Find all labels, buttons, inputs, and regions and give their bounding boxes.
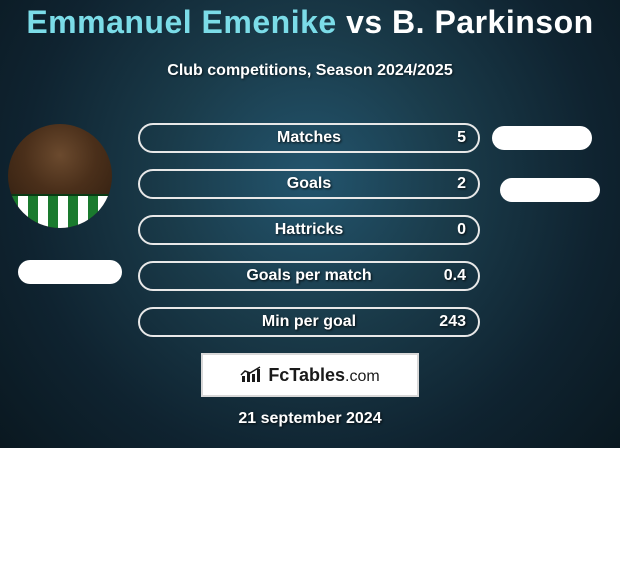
stat-value: 5 xyxy=(457,129,466,147)
logo-text: FcTables.com xyxy=(268,365,379,386)
stat-row: Matches 5 xyxy=(138,123,480,153)
player1-avatar xyxy=(8,124,112,228)
stat-label: Goals xyxy=(287,175,331,193)
player2-pill-1 xyxy=(492,126,592,150)
player1-name-pill xyxy=(18,260,122,284)
stat-value: 243 xyxy=(439,313,466,331)
comparison-card: Emmanuel Emenike vs B. Parkinson Club co… xyxy=(0,0,620,580)
stat-row: Min per goal 243 xyxy=(138,307,480,337)
player2-name: B. Parkinson xyxy=(392,4,594,40)
site-logo: FcTables.com xyxy=(201,353,419,397)
stat-value: 0 xyxy=(457,221,466,239)
chart-icon xyxy=(240,366,262,384)
stat-label: Goals per match xyxy=(246,267,371,285)
stat-label: Hattricks xyxy=(275,221,343,239)
player1-name: Emmanuel Emenike xyxy=(26,4,336,40)
logo-suffix: .com xyxy=(345,368,380,385)
stat-value: 2 xyxy=(457,175,466,193)
date-text: 21 september 2024 xyxy=(0,410,620,428)
background-white xyxy=(0,448,620,580)
vs-text: vs xyxy=(346,4,383,40)
stat-row: Goals 2 xyxy=(138,169,480,199)
stat-label: Min per goal xyxy=(262,313,356,331)
player2-pill-2 xyxy=(500,178,600,202)
stat-row: Goals per match 0.4 xyxy=(138,261,480,291)
stat-row: Hattricks 0 xyxy=(138,215,480,245)
stat-value: 0.4 xyxy=(444,267,466,285)
stat-label: Matches xyxy=(277,129,341,147)
page-title: Emmanuel Emenike vs B. Parkinson xyxy=(0,4,620,41)
logo-main: FcTables xyxy=(268,365,345,385)
subtitle: Club competitions, Season 2024/2025 xyxy=(0,62,620,80)
